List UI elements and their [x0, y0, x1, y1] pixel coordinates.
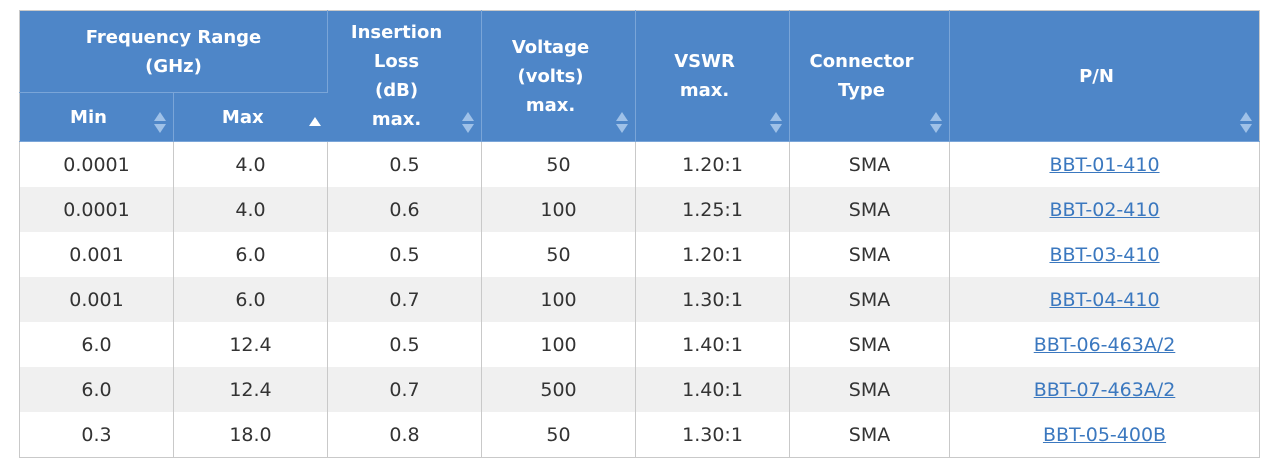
cell-voltage: 50 — [481, 141, 637, 187]
header-frequency-range-unit: (GHz) — [145, 55, 202, 77]
cell-connector: SMA — [789, 232, 951, 277]
header-vswr[interactable]: VSWR max. — [635, 10, 791, 142]
header-frequency-range: Frequency Range (GHz) — [19, 10, 329, 93]
sort-arrows-icon[interactable] — [154, 111, 166, 135]
cell-max: 6.0 — [173, 232, 329, 277]
cell-vswr: 1.20:1 — [635, 232, 791, 277]
cell-min: 0.3 — [19, 412, 174, 458]
cell-max: 4.0 — [173, 141, 329, 187]
cell-insertion-loss: 0.7 — [327, 277, 483, 322]
cell-voltage: 100 — [481, 187, 637, 232]
header-min[interactable]: Min — [19, 92, 174, 142]
cell-voltage: 100 — [481, 277, 637, 322]
cell-pn: BBT-05-400B — [949, 412, 1260, 458]
cell-connector: SMA — [789, 412, 951, 458]
cell-insertion-loss: 0.8 — [327, 412, 483, 458]
table-row: 6.0 12.4 0.7 500 1.40:1 SMA BBT-07-463A/… — [19, 367, 1260, 412]
pn-link[interactable]: BBT-01-410 — [1049, 153, 1160, 176]
pn-link[interactable]: BBT-06-463A/2 — [1033, 333, 1176, 356]
sort-arrows-icon[interactable] — [1240, 111, 1253, 135]
sort-arrows-icon[interactable] — [930, 111, 943, 135]
cell-insertion-loss: 0.5 — [327, 322, 483, 367]
cell-pn: BBT-07-463A/2 — [949, 367, 1260, 412]
cell-insertion-loss: 0.7 — [327, 367, 483, 412]
cell-pn: BBT-04-410 — [949, 277, 1260, 322]
cell-min: 0.0001 — [19, 187, 174, 232]
cell-connector: SMA — [789, 322, 951, 367]
table-body: 0.0001 4.0 0.5 50 1.20:1 SMA BBT-01-410 … — [19, 141, 1260, 458]
table-row: 0.001 6.0 0.5 50 1.20:1 SMA BBT-03-410 — [19, 232, 1260, 277]
cell-voltage: 50 — [481, 232, 637, 277]
cell-voltage: 100 — [481, 322, 637, 367]
sort-arrows-icon[interactable] — [462, 111, 475, 135]
pn-link[interactable]: BBT-05-400B — [1042, 423, 1167, 446]
cell-pn: BBT-02-410 — [949, 187, 1260, 232]
cell-min: 0.001 — [19, 232, 174, 277]
cell-pn: BBT-01-410 — [949, 141, 1260, 187]
cell-max: 12.4 — [173, 367, 329, 412]
cell-vswr: 1.20:1 — [635, 141, 791, 187]
cell-max: 18.0 — [173, 412, 329, 458]
cell-insertion-loss: 0.6 — [327, 187, 483, 232]
cell-insertion-loss: 0.5 — [327, 141, 483, 187]
cell-vswr: 1.25:1 — [635, 187, 791, 232]
table-row: 0.0001 4.0 0.5 50 1.20:1 SMA BBT-01-410 — [19, 141, 1260, 187]
cell-voltage: 500 — [481, 367, 637, 412]
cell-min: 6.0 — [19, 367, 174, 412]
table-header: Frequency Range (GHz) Insertion Loss (dB… — [19, 10, 1260, 142]
pn-link[interactable]: BBT-03-410 — [1049, 243, 1160, 266]
header-max[interactable]: Max — [173, 92, 328, 142]
pn-link[interactable]: BBT-04-410 — [1049, 288, 1160, 311]
table-row: 0.0001 4.0 0.6 100 1.25:1 SMA BBT-02-410 — [19, 187, 1260, 232]
pn-link[interactable]: BBT-02-410 — [1049, 198, 1160, 221]
cell-vswr: 1.30:1 — [635, 277, 791, 322]
table-row: 0.3 18.0 0.8 50 1.30:1 SMA BBT-05-400B — [19, 412, 1260, 458]
table-row: 6.0 12.4 0.5 100 1.40:1 SMA BBT-06-463A/… — [19, 322, 1260, 367]
cell-max: 6.0 — [173, 277, 329, 322]
cell-connector: SMA — [789, 141, 951, 187]
sort-arrows-icon[interactable] — [616, 111, 629, 135]
cell-min: 6.0 — [19, 322, 174, 367]
cell-max: 12.4 — [173, 322, 329, 367]
header-voltage[interactable]: Voltage (volts) max. — [481, 10, 637, 142]
sort-ascending-icon[interactable] — [308, 111, 321, 135]
sort-arrows-icon[interactable] — [770, 111, 783, 135]
cell-min: 0.001 — [19, 277, 174, 322]
cell-insertion-loss: 0.5 — [327, 232, 483, 277]
header-frequency-range-label: Frequency Range — [85, 26, 262, 48]
header-pn[interactable]: P/N — [949, 10, 1260, 142]
cell-connector: SMA — [789, 187, 951, 232]
cell-vswr: 1.30:1 — [635, 412, 791, 458]
header-connector-type[interactable]: Connector Type — [789, 10, 951, 142]
cell-connector: SMA — [789, 277, 951, 322]
table-row: 0.001 6.0 0.7 100 1.30:1 SMA BBT-04-410 — [19, 277, 1260, 322]
product-table-container: Frequency Range (GHz) Insertion Loss (dB… — [19, 10, 1261, 458]
cell-vswr: 1.40:1 — [635, 322, 791, 367]
pn-link[interactable]: BBT-07-463A/2 — [1033, 378, 1176, 401]
cell-min: 0.0001 — [19, 141, 174, 187]
cell-vswr: 1.40:1 — [635, 367, 791, 412]
cell-pn: BBT-03-410 — [949, 232, 1260, 277]
header-insertion-loss[interactable]: Insertion Loss (dB) max. — [327, 10, 483, 142]
product-table: Frequency Range (GHz) Insertion Loss (dB… — [19, 10, 1261, 458]
cell-connector: SMA — [789, 367, 951, 412]
cell-voltage: 50 — [481, 412, 637, 458]
cell-max: 4.0 — [173, 187, 329, 232]
cell-pn: BBT-06-463A/2 — [949, 322, 1260, 367]
